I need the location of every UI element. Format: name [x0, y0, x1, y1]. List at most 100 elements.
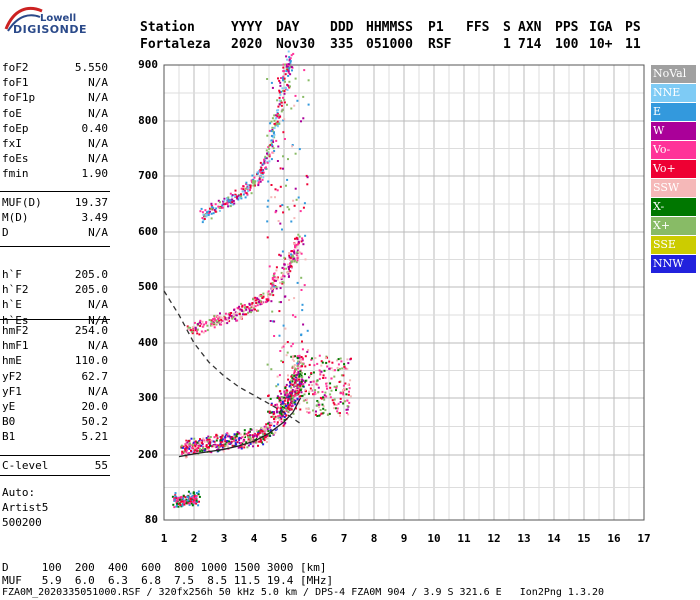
- param-value: 62.7: [81, 369, 109, 383]
- trace-point: [237, 198, 240, 201]
- trace-point: [280, 409, 283, 412]
- trace-point: [279, 404, 282, 407]
- trace-point: [268, 153, 271, 156]
- trace-point: [279, 115, 282, 118]
- param-label: yE: [2, 400, 16, 413]
- spread-echo-point: [282, 167, 284, 170]
- trace-point: [273, 114, 276, 117]
- trace-point: [213, 322, 215, 325]
- trace-point: [237, 432, 240, 435]
- spread-echo-point: [314, 389, 317, 392]
- header-label-1: YYYY: [231, 20, 263, 35]
- spread-echo-point: [314, 357, 317, 360]
- spread-echo-point: [342, 393, 345, 396]
- trace-point: [271, 126, 274, 129]
- trace-point: [287, 84, 290, 87]
- trace-point: [266, 299, 269, 302]
- spread-echo-point: [320, 370, 323, 373]
- trace-point: [199, 321, 201, 324]
- spread-echo-point: [302, 323, 305, 326]
- trace-point: [190, 329, 193, 332]
- trace-point: [181, 446, 184, 449]
- trace-point: [217, 444, 220, 447]
- trace-point: [270, 422, 273, 425]
- spread-echo-point: [295, 243, 298, 246]
- trace-point: [212, 320, 215, 323]
- trace-point: [286, 393, 289, 395]
- trace-point: [251, 174, 254, 177]
- trace-point: [287, 71, 290, 74]
- header-label-5: P1: [428, 20, 444, 35]
- trace-point: [262, 301, 265, 304]
- plot-frame: [163, 64, 645, 521]
- trace-point: [192, 327, 194, 330]
- spread-echo-point: [269, 320, 272, 322]
- trace-point: [278, 99, 281, 102]
- trace-point: [288, 256, 291, 259]
- trace-point: [262, 171, 265, 174]
- trace-point: [290, 395, 293, 398]
- param-label: hmF2: [2, 324, 29, 337]
- trace-point: [189, 443, 192, 445]
- spread-echo-point: [275, 385, 278, 388]
- param-value: 0.40: [81, 121, 109, 135]
- trace-point: [289, 57, 292, 60]
- trace-point: [233, 439, 236, 442]
- spread-echo-point: [306, 176, 309, 179]
- trace-point: [208, 441, 211, 444]
- trace-point: [285, 65, 288, 68]
- trace-point: [216, 437, 219, 440]
- trace-point: [250, 311, 253, 314]
- spread-echo-point: [279, 350, 282, 352]
- spread-echo-point: [325, 361, 328, 364]
- trace-point: [266, 426, 269, 429]
- trace-point: [274, 279, 277, 282]
- logo-text-digisonde: DIGISONDE: [13, 23, 87, 36]
- trace-point: [262, 433, 265, 436]
- trace-point: [225, 441, 228, 444]
- spread-echo-point: [314, 392, 317, 395]
- trace-point: [264, 436, 267, 438]
- header-value-2: Nov30: [276, 37, 316, 52]
- spread-echo-point: [317, 403, 320, 406]
- trace-point: [185, 440, 188, 443]
- trace-point: [272, 141, 275, 143]
- trace-point: [251, 180, 254, 183]
- trace-point: [289, 405, 292, 408]
- spread-echo-point: [309, 381, 312, 384]
- spread-echo-point: [294, 94, 297, 97]
- trace-point: [268, 147, 271, 150]
- trace-point: [272, 136, 275, 139]
- trace-point: [247, 441, 249, 444]
- spread-echo-point: [289, 85, 291, 88]
- trace-point: [267, 430, 270, 433]
- trace-point: [279, 281, 281, 284]
- trace-point: [234, 442, 237, 445]
- trace-point: [288, 58, 291, 61]
- trace-point: [284, 73, 287, 76]
- spread-echo-point: [348, 401, 351, 404]
- spread-echo-point: [339, 397, 342, 400]
- trace-point: [265, 441, 268, 443]
- param-fof1: foF1 N/A: [2, 76, 108, 90]
- trace-point: [237, 196, 240, 199]
- trace-point: [277, 415, 280, 418]
- trace-point: [213, 326, 216, 329]
- trace-point: [210, 323, 213, 325]
- trace-point: [254, 299, 257, 302]
- trace-point: [268, 160, 271, 163]
- trace-point: [248, 302, 251, 305]
- trace-point: [205, 321, 208, 324]
- spread-echo-point: [330, 389, 333, 392]
- trace-point: [293, 384, 296, 387]
- trace-point: [227, 434, 230, 437]
- spread-echo-point: [275, 139, 278, 142]
- trace-point: [281, 77, 284, 79]
- x-tick-label: 13: [517, 532, 531, 545]
- trace-point: [270, 403, 273, 406]
- trace-point: [297, 378, 300, 381]
- spread-echo-point: [291, 398, 294, 401]
- trace-point: [293, 260, 296, 263]
- spread-echo-point: [304, 388, 307, 391]
- header-label-7: S: [503, 20, 511, 35]
